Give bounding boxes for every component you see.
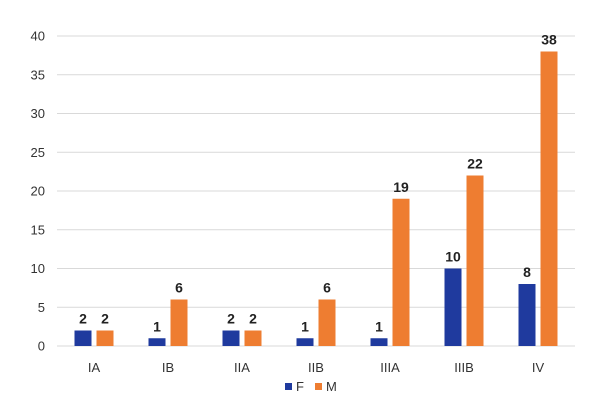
data-label-F-IB: 1: [153, 318, 161, 334]
bar-F-IB: [148, 338, 166, 346]
y-tick-label: 40: [31, 29, 45, 44]
y-tick-label: 10: [31, 261, 45, 276]
data-label-M-IIA: 2: [249, 311, 257, 327]
x-tick-label-IIB: IIB: [308, 360, 324, 375]
y-tick-label: 35: [31, 67, 45, 82]
bar-M-IA: [96, 330, 114, 346]
bar-F-IIB: [296, 338, 314, 346]
data-label-F-IIIB: 10: [445, 249, 461, 265]
bar-M-IIIB: [466, 175, 484, 346]
y-tick-label: 20: [31, 184, 45, 199]
data-label-F-IIA: 2: [227, 311, 235, 327]
bar-F-IIA: [222, 330, 240, 346]
x-axis-ticks: IA IB IIA IIB IIIA IIIB IV: [88, 360, 545, 375]
bar-F-IIIA: [370, 338, 388, 346]
x-tick-label-IIIA: IIIA: [380, 360, 400, 375]
bar-M-IIB: [318, 299, 336, 346]
bars: [74, 51, 558, 346]
y-axis-ticks: 0 5 10 15 20 25 30 35 40: [31, 29, 45, 354]
x-tick-label-IA: IA: [88, 360, 101, 375]
bar-F-IA: [74, 330, 92, 346]
bar-M-IIIA: [392, 198, 410, 346]
legend-swatch-M: [315, 383, 322, 390]
bar-F-IIIB: [444, 268, 462, 346]
data-label-M-IA: 2: [101, 311, 109, 327]
gridlines: [57, 35, 575, 347]
data-label-M-IB: 6: [175, 280, 183, 296]
y-tick-label: 0: [38, 339, 45, 354]
bar-M-IV: [540, 51, 558, 346]
legend-label-F: F: [296, 379, 304, 394]
data-label-F-IIIA: 1: [375, 318, 383, 334]
x-tick-label-IV: IV: [532, 360, 545, 375]
data-label-M-IIIB: 22: [467, 156, 483, 172]
data-label-F-IV: 8: [523, 264, 531, 280]
data-label-M-IV: 38: [541, 32, 557, 48]
data-label-F-IIB: 1: [301, 318, 309, 334]
data-label-M-IIIA: 19: [393, 179, 409, 195]
y-tick-label: 25: [31, 145, 45, 160]
y-tick-label: 30: [31, 106, 45, 121]
y-tick-label: 5: [38, 300, 45, 315]
data-label-F-IA: 2: [79, 311, 87, 327]
x-tick-label-IB: IB: [162, 360, 174, 375]
data-label-M-IIB: 6: [323, 280, 331, 296]
x-tick-label-IIIB: IIIB: [454, 360, 474, 375]
x-tick-label-IIA: IIA: [234, 360, 250, 375]
y-tick-label: 15: [31, 222, 45, 237]
legend-label-M: M: [326, 379, 337, 394]
bar-M-IIA: [244, 330, 262, 346]
bar-M-IB: [170, 299, 188, 346]
legend-swatch-F: [285, 383, 292, 390]
bar-F-IV: [518, 284, 536, 346]
